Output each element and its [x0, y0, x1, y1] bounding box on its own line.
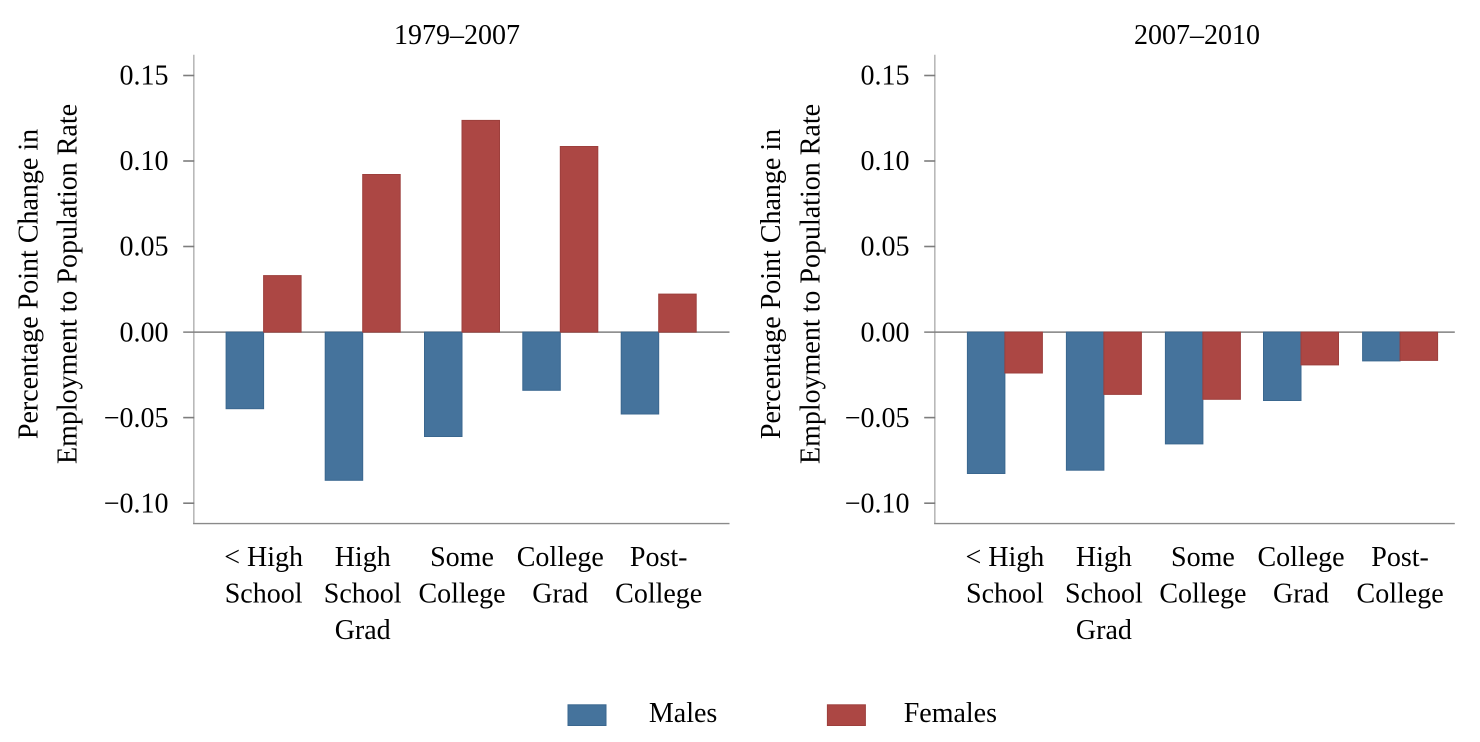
svg-text:High: High [1076, 542, 1132, 573]
svg-text:School: School [966, 579, 1044, 610]
svg-text:−0.10: −0.10 [104, 488, 169, 519]
svg-text:Percentage Point Change in: Percentage Point Change in [14, 129, 45, 439]
svg-text:Females: Females [904, 698, 997, 729]
svg-text:Males: Males [649, 698, 717, 729]
svg-text:1979–2007: 1979–2007 [394, 20, 520, 51]
svg-text:School: School [225, 579, 303, 610]
svg-text:0.10: 0.10 [861, 146, 910, 177]
svg-text:High: High [335, 542, 391, 573]
svg-text:0.05: 0.05 [120, 232, 169, 263]
svg-text:College: College [517, 542, 604, 573]
svg-text:0.15: 0.15 [120, 61, 169, 92]
svg-text:0.15: 0.15 [861, 61, 910, 92]
svg-text:−0.05: −0.05 [104, 403, 169, 434]
svg-text:College: College [1357, 579, 1444, 610]
svg-text:0.00: 0.00 [120, 317, 169, 348]
svg-text:Grad: Grad [335, 615, 391, 646]
svg-text:College: College [418, 579, 505, 610]
svg-text:Some: Some [430, 542, 494, 573]
svg-text:Grad: Grad [532, 579, 588, 610]
svg-text:College: College [1159, 579, 1246, 610]
svg-text:2007–2010: 2007–2010 [1134, 20, 1260, 51]
svg-text:College: College [615, 579, 702, 610]
svg-text:Post-: Post- [1371, 542, 1429, 573]
svg-text:< High: < High [966, 542, 1045, 573]
svg-text:College: College [1257, 542, 1344, 573]
svg-text:< High: < High [224, 542, 303, 573]
svg-text:0.05: 0.05 [861, 232, 910, 263]
svg-text:Employment to Population Rate: Employment to Population Rate [796, 104, 827, 464]
svg-text:Employment to Population Rate: Employment to Population Rate [53, 104, 84, 464]
svg-text:Some: Some [1171, 542, 1235, 573]
svg-text:School: School [1065, 579, 1143, 610]
svg-text:0.10: 0.10 [120, 146, 169, 177]
svg-text:Post-: Post- [630, 542, 688, 573]
svg-text:−0.10: −0.10 [845, 488, 910, 519]
svg-text:0.00: 0.00 [861, 317, 910, 348]
svg-text:School: School [324, 579, 402, 610]
svg-text:Percentage Point Change in: Percentage Point Change in [756, 129, 787, 439]
svg-text:Grad: Grad [1273, 579, 1329, 610]
svg-text:−0.05: −0.05 [845, 403, 910, 434]
svg-text:Grad: Grad [1076, 615, 1132, 646]
